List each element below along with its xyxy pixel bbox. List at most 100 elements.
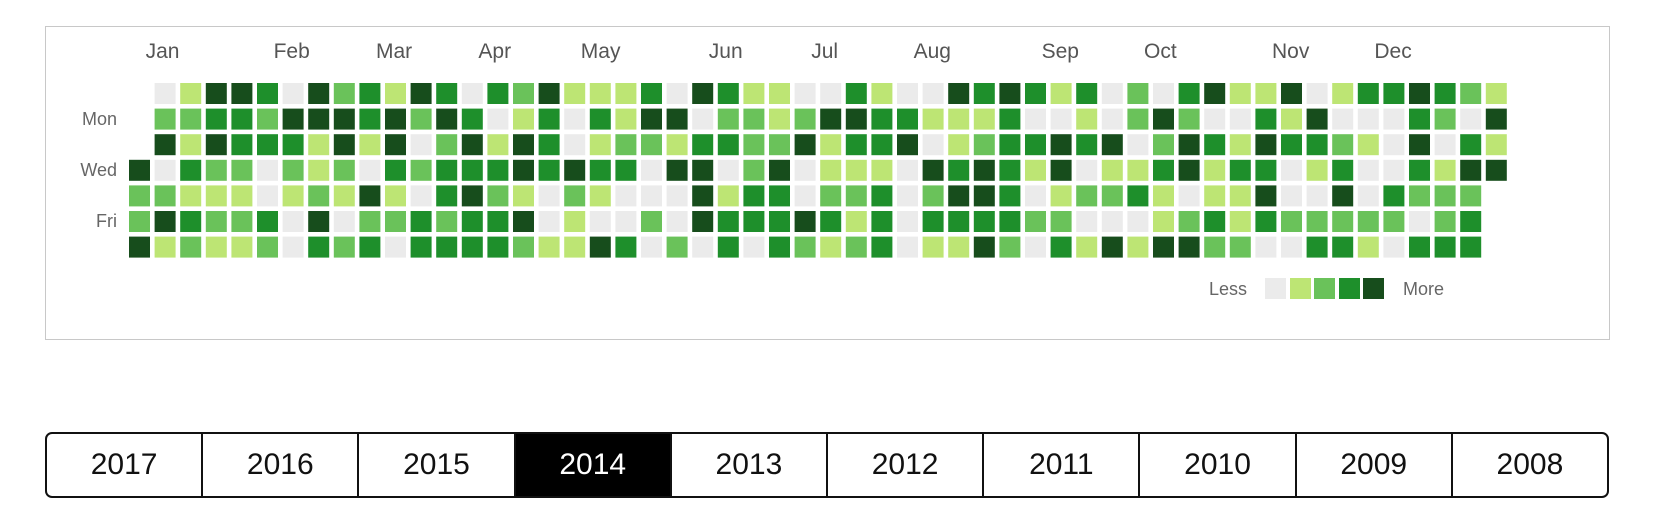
heatmap-cell xyxy=(1178,236,1200,258)
heatmap-cell xyxy=(231,211,253,232)
heatmap-cell xyxy=(538,211,560,232)
year-tab-2012[interactable]: 2012 xyxy=(828,434,985,496)
heatmap-cell xyxy=(1178,83,1200,104)
heatmap-cell xyxy=(769,159,790,181)
heatmap-cell xyxy=(436,134,458,156)
heatmap-grid xyxy=(129,83,1507,258)
heatmap-cell xyxy=(154,185,176,207)
heatmap-cell xyxy=(180,83,202,104)
heatmap-cell xyxy=(1460,159,1482,181)
heatmap-cell xyxy=(359,211,381,232)
heatmap-cell xyxy=(308,185,330,207)
year-tab-2013[interactable]: 2013 xyxy=(672,434,829,496)
heatmap-cell xyxy=(1229,83,1251,104)
heatmap-cell xyxy=(1332,134,1354,156)
heatmap-cell xyxy=(282,134,304,156)
year-tab-2009[interactable]: 2009 xyxy=(1297,434,1453,496)
heatmap-cell xyxy=(487,108,509,130)
heatmap-cell xyxy=(897,211,918,232)
month-label: Oct xyxy=(1144,40,1177,63)
heatmap-cell xyxy=(1153,211,1174,232)
heatmap-cell xyxy=(1153,108,1174,130)
heatmap-cell xyxy=(769,236,790,258)
heatmap-cell xyxy=(564,185,586,207)
heatmap-cell xyxy=(1383,134,1405,156)
year-tab-2014[interactable]: 2014 xyxy=(515,434,672,496)
year-tab-2010[interactable]: 2010 xyxy=(1140,434,1297,496)
heatmap-cell xyxy=(205,211,227,232)
heatmap-cell xyxy=(385,236,406,258)
weekday-label: Mon xyxy=(81,108,117,129)
heatmap-cell xyxy=(513,83,534,104)
heatmap-cell xyxy=(205,159,227,181)
heatmap-cell xyxy=(973,83,995,104)
heatmap-cell xyxy=(1281,83,1302,104)
heatmap-cell xyxy=(948,211,970,232)
year-tab-2015[interactable]: 2015 xyxy=(359,434,516,496)
heatmap-cell xyxy=(820,236,842,258)
heatmap-cell xyxy=(1076,236,1098,258)
heatmap-cell xyxy=(257,185,278,207)
month-label: Apr xyxy=(478,40,512,63)
heatmap-cell xyxy=(1460,211,1482,232)
heatmap-cell xyxy=(180,236,202,258)
heatmap-cell xyxy=(257,236,278,258)
heatmap-cell xyxy=(1281,159,1302,181)
year-tab-2017[interactable]: 2017 xyxy=(47,434,204,496)
heatmap-cell xyxy=(615,134,637,156)
heatmap-cell xyxy=(1460,236,1482,258)
year-tab-2008[interactable]: 2008 xyxy=(1496,448,1564,481)
heatmap-cell xyxy=(794,108,816,130)
heatmap-cell xyxy=(538,185,560,207)
heatmap-cell xyxy=(589,134,611,156)
heatmap-cell xyxy=(129,159,150,181)
year-tab-2011[interactable]: 2011 xyxy=(984,434,1141,496)
heatmap-cell xyxy=(513,185,534,207)
heatmap-cell xyxy=(1255,134,1277,156)
heatmap-cell xyxy=(999,236,1021,258)
heatmap-cell xyxy=(308,236,330,258)
month-label: Jul xyxy=(811,40,839,63)
legend-more-label: More xyxy=(1403,279,1445,299)
heatmap-cell xyxy=(1306,159,1328,181)
heatmap-cell xyxy=(641,108,662,130)
heatmap-cell xyxy=(1178,108,1200,130)
heatmap-cell xyxy=(461,159,483,181)
heatmap-cell xyxy=(743,134,765,156)
heatmap-cell xyxy=(1306,236,1328,258)
heatmap-cell xyxy=(717,134,739,156)
heatmap-cell xyxy=(589,211,611,232)
heatmap-cell xyxy=(615,211,637,232)
heatmap-cell xyxy=(1357,159,1379,181)
heatmap-cell xyxy=(513,159,534,181)
heatmap-cell xyxy=(180,159,202,181)
heatmap-cell xyxy=(410,83,432,104)
heatmap-cell xyxy=(436,159,458,181)
heatmap-cell xyxy=(1229,159,1251,181)
heatmap-cell xyxy=(282,108,304,130)
heatmap-cell xyxy=(231,83,253,104)
year-tab-2016[interactable]: 2016 xyxy=(203,434,360,496)
heatmap-cell xyxy=(1460,185,1482,207)
heatmap-cell xyxy=(1204,211,1226,232)
heatmap-cell xyxy=(385,108,406,130)
heatmap-cell xyxy=(1409,185,1430,207)
month-label: Jan xyxy=(145,40,180,63)
heatmap-cell xyxy=(282,211,304,232)
heatmap-cell xyxy=(564,134,586,156)
heatmap-cell xyxy=(205,236,227,258)
heatmap-cell xyxy=(154,83,176,104)
heatmap-cell xyxy=(205,185,227,207)
heatmap-cell xyxy=(333,134,355,156)
heatmap-cell xyxy=(1101,108,1123,130)
heatmap-cell xyxy=(1076,108,1098,130)
heatmap-cell xyxy=(129,211,150,232)
heatmap-cell xyxy=(1357,83,1379,104)
heatmap-cell xyxy=(180,185,202,207)
heatmap-cell xyxy=(1101,134,1123,156)
heatmap-cell xyxy=(794,211,816,232)
heatmap-cell xyxy=(282,236,304,258)
heatmap-cell xyxy=(1229,108,1251,130)
heatmap-cell xyxy=(513,236,534,258)
heatmap-cell xyxy=(282,185,304,207)
